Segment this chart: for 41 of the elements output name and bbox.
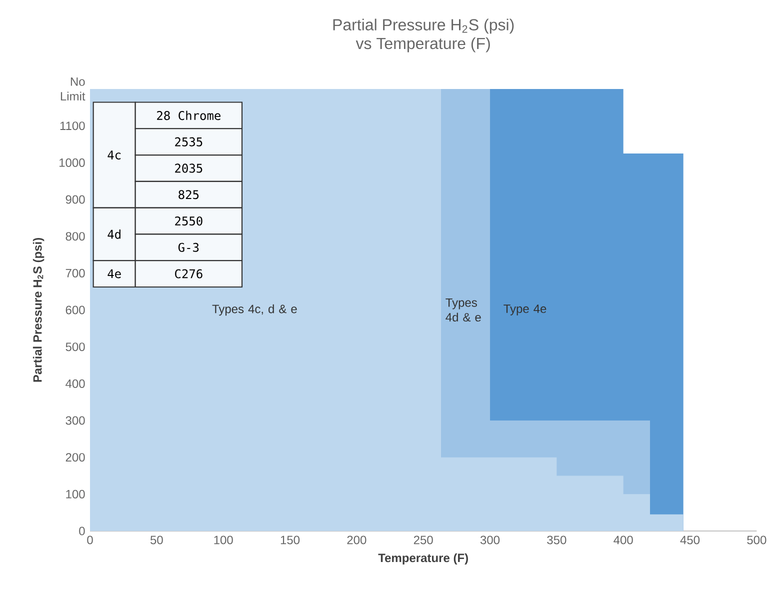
annotation: 2035 xyxy=(175,164,202,173)
x-tick-label: 150 xyxy=(280,536,300,544)
x-tick-label: 0 xyxy=(87,536,93,544)
x-tick-label: 500 xyxy=(747,536,766,544)
y-tick-label: 900 xyxy=(66,195,85,204)
annotation: 28 Chrome xyxy=(157,110,220,120)
chart-title: Partial Pressure H$_{2}$S (psi) xyxy=(333,18,514,34)
series-label: Type 4e xyxy=(504,304,546,316)
annotation: 825 xyxy=(178,190,199,200)
annotation: C276 xyxy=(175,269,202,278)
x-tick-label: 350 xyxy=(547,536,566,544)
annotation: G-3 xyxy=(178,242,199,252)
x-tick-label: 200 xyxy=(347,536,366,544)
y-tick-label: 0 xyxy=(79,526,85,536)
annotation: 4d xyxy=(108,230,120,239)
series-label: Types 4c, d & e xyxy=(212,304,297,316)
y-tick-label: 400 xyxy=(66,379,85,388)
y-axis-title: Partial Pressure H$_{2}$S (psi) xyxy=(32,238,44,382)
y-tick-label: 700 xyxy=(66,268,85,278)
x-tick-label: 300 xyxy=(480,536,500,544)
annotation: 2550 xyxy=(175,216,202,226)
y-tick-label: 100 xyxy=(66,490,85,498)
x-tick-label: 100 xyxy=(214,536,233,544)
x-tick-label: 250 xyxy=(414,536,433,544)
series-label: Types 4d & e xyxy=(446,298,481,322)
annotation: 4e xyxy=(108,269,121,278)
y-tick-label: 600 xyxy=(66,306,85,314)
x-tick-label: 400 xyxy=(614,536,633,544)
x-tick-label: 450 xyxy=(680,536,700,544)
y-tick-label: 500 xyxy=(66,342,85,352)
annotation: 4c xyxy=(108,150,121,160)
x-tick-label: 50 xyxy=(150,536,163,544)
annotation: 2535 xyxy=(175,137,202,146)
y-tick-label: 800 xyxy=(66,232,85,241)
x-axis-title: Temperature (F) xyxy=(378,553,468,565)
chart-subtitle: vs Temperature (F) xyxy=(356,37,490,52)
y-tick-label: 200 xyxy=(66,453,85,462)
y-tick-label: 1000 xyxy=(60,158,85,167)
y-tick-label: No Limit xyxy=(60,77,86,100)
y-tick-label: 1100 xyxy=(60,122,85,130)
y-tick-label: 300 xyxy=(66,416,85,425)
